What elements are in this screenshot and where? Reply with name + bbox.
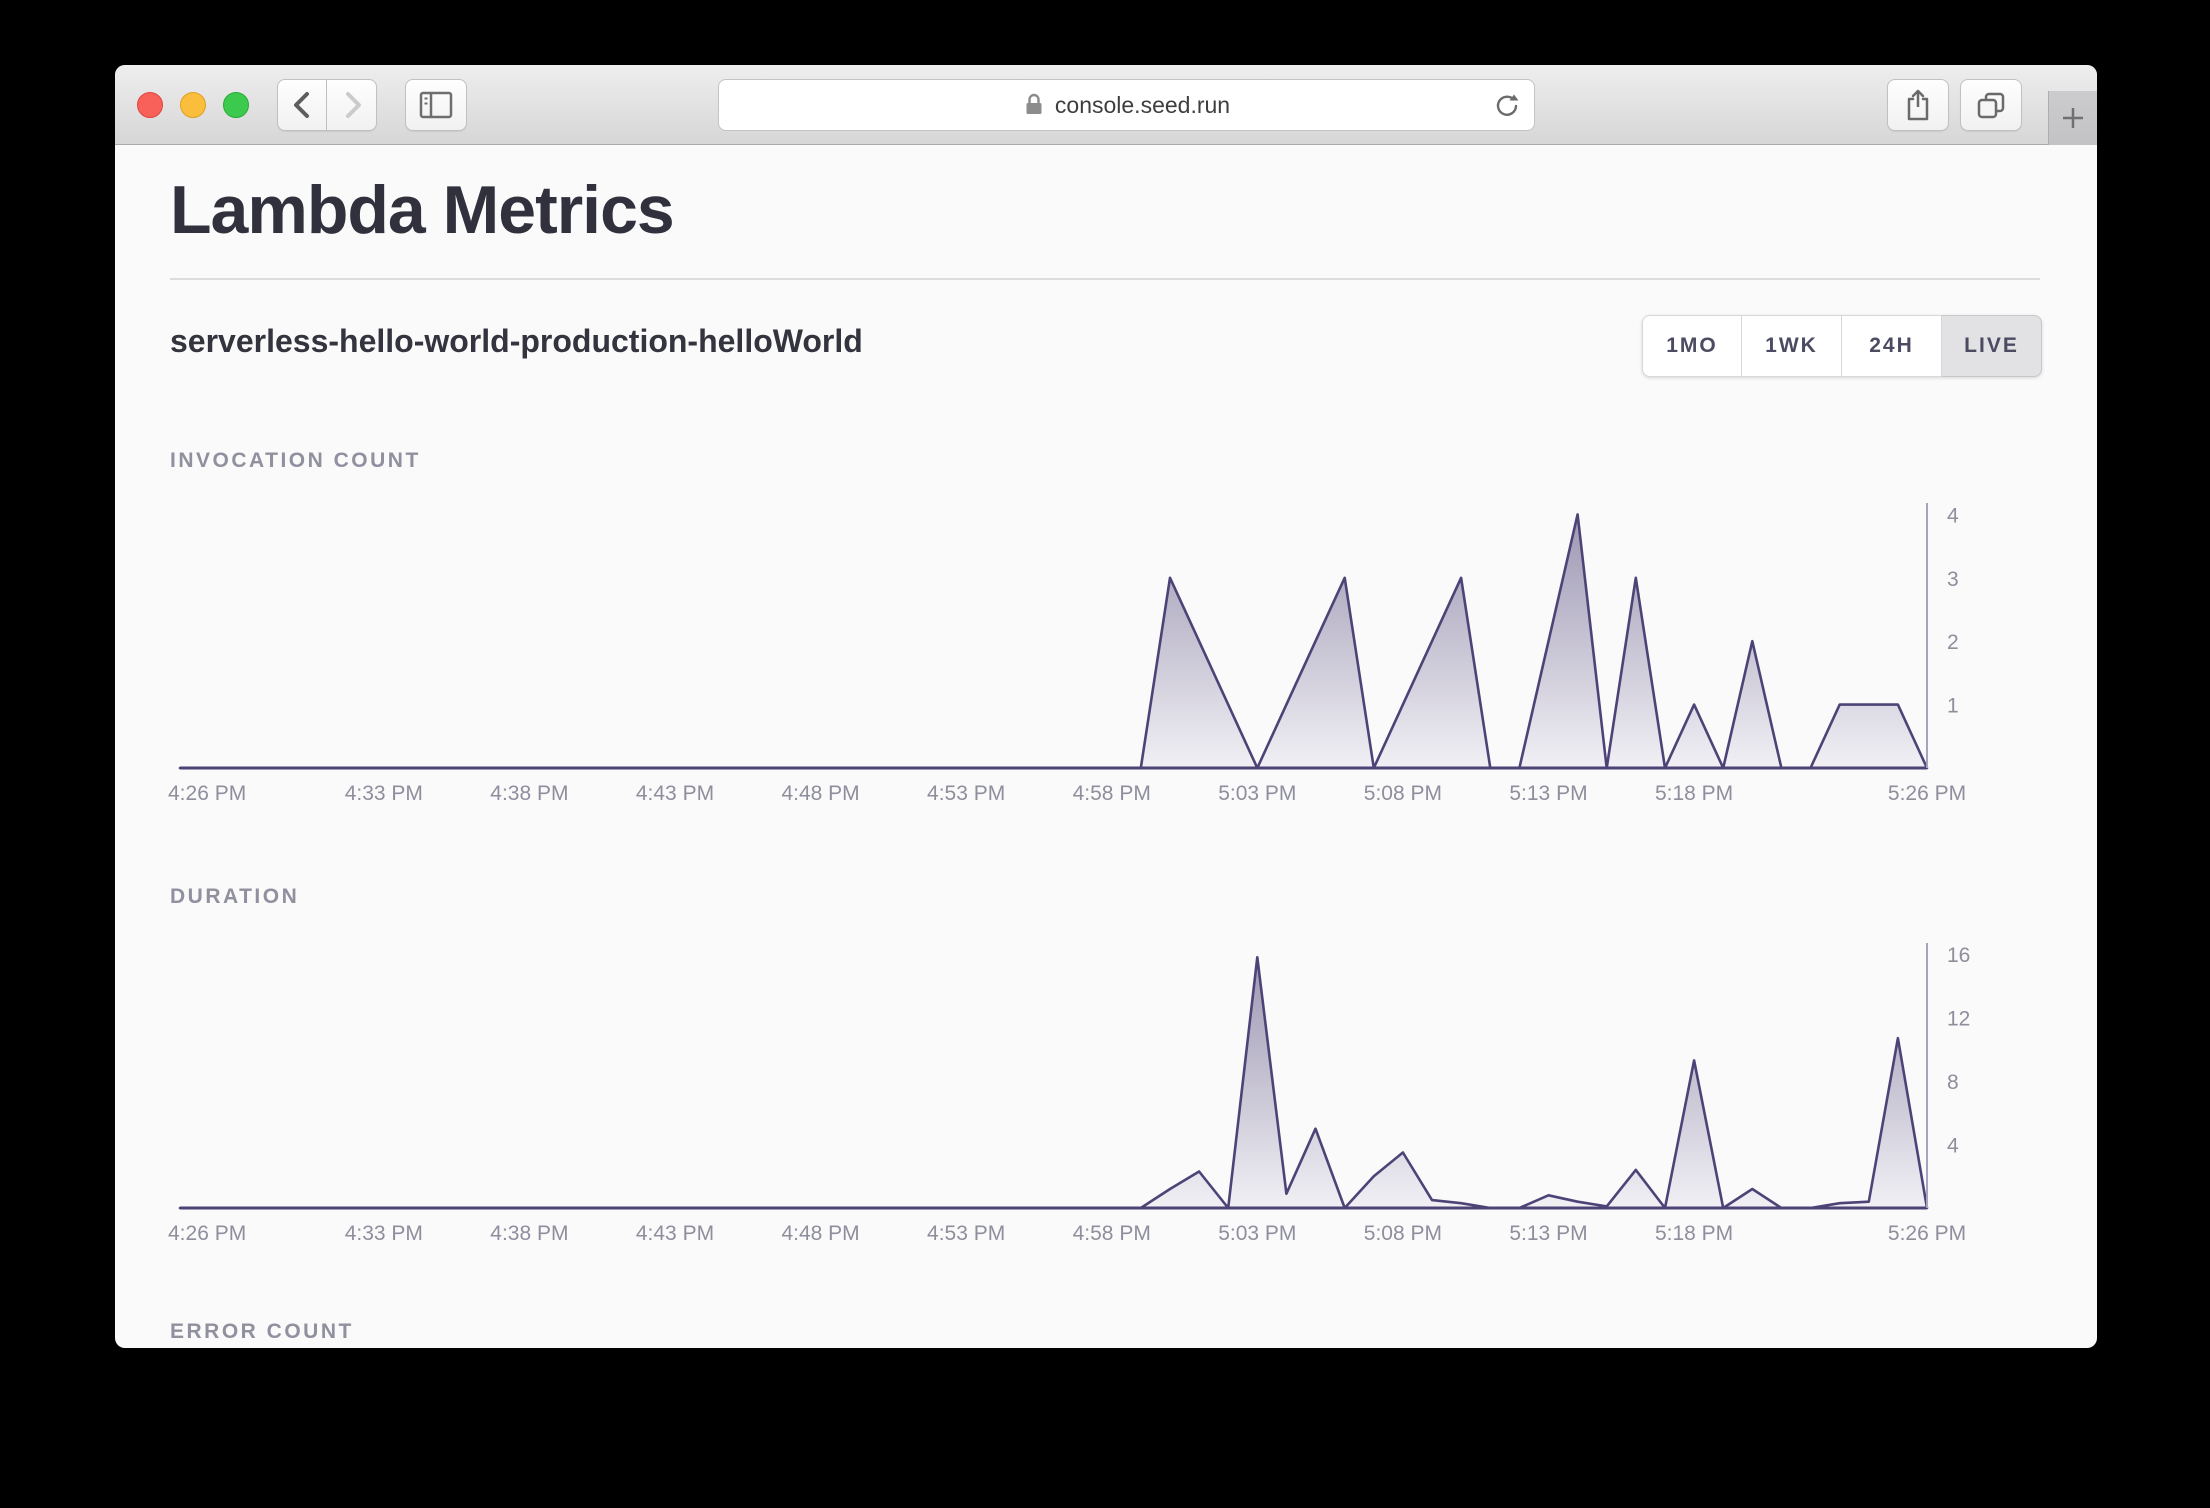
invocation-count-chart: 4 3 2 1 4:26 PM 4:33 PM 4:38 PM 4:43 PM 4:48 PM 4… — [168, 503, 1966, 805]
section-label-error-count: ERROR COUNT — [170, 1320, 354, 1343]
x-tick-label: 4:43 PM — [636, 1222, 714, 1245]
y-tick-label: 4 — [1947, 1135, 1959, 1158]
sidebar-icon — [419, 91, 453, 119]
address-bar[interactable]: console.seed.run — [718, 79, 1535, 131]
tabs-icon — [1977, 92, 2005, 119]
range-button-24h[interactable]: 24H — [1842, 315, 1942, 377]
y-tick-label: 12 — [1947, 1008, 1970, 1031]
browser-toolbar: console.seed.run — [115, 65, 2097, 145]
forward-button[interactable] — [327, 79, 377, 131]
y-tick-label: 3 — [1947, 568, 1959, 591]
chevron-right-icon — [346, 92, 361, 118]
browser-window: console.seed.run — [115, 65, 2097, 1348]
x-tick-label: 4:58 PM — [1073, 1222, 1151, 1245]
fullscreen-window-button[interactable] — [223, 92, 249, 118]
x-tick-label: 5:13 PM — [1509, 1222, 1587, 1245]
x-tick-label: 4:38 PM — [490, 1222, 568, 1245]
sidebar-toggle-button[interactable] — [405, 79, 467, 131]
close-window-button[interactable] — [137, 92, 163, 118]
x-tick-label: 4:26 PM — [168, 1222, 246, 1245]
new-tab-button[interactable] — [2048, 91, 2097, 145]
x-tick-label: 4:43 PM — [636, 782, 714, 805]
show-tabs-button[interactable] — [1960, 79, 2022, 131]
x-tick-label: 4:48 PM — [781, 782, 859, 805]
y-tick-label: 1 — [1947, 695, 1959, 718]
range-button-1mo[interactable]: 1MO — [1642, 315, 1742, 377]
invocation-area — [180, 514, 1927, 768]
nav-button-group — [277, 79, 377, 131]
range-button-1wk[interactable]: 1WK — [1742, 315, 1842, 377]
x-tick-label: 4:53 PM — [927, 1222, 1005, 1245]
chevron-left-icon — [294, 92, 309, 118]
range-button-live[interactable]: LIVE — [1942, 315, 2042, 377]
share-button[interactable] — [1887, 79, 1949, 131]
x-tick-label: 5:03 PM — [1218, 1222, 1296, 1245]
lock-icon — [1023, 91, 1045, 119]
x-tick-label: 5:08 PM — [1364, 782, 1442, 805]
x-tick-label: 4:38 PM — [490, 782, 568, 805]
reload-button[interactable] — [1492, 91, 1522, 127]
reload-icon — [1496, 94, 1519, 116]
x-tick-label: 4:33 PM — [345, 1222, 423, 1245]
x-tick-label: 5:18 PM — [1655, 1222, 1733, 1245]
x-tick-label: 4:53 PM — [927, 782, 1005, 805]
time-range-selector: 1MO 1WK 24H LIVE — [1642, 315, 2042, 377]
x-tick-label: 5:08 PM — [1364, 1222, 1442, 1245]
y-tick-label: 2 — [1947, 631, 1959, 654]
x-tick-label: 4:48 PM — [781, 1222, 859, 1245]
y-tick-label: 16 — [1947, 944, 1970, 967]
back-button[interactable] — [277, 79, 327, 131]
x-tick-label: 5:18 PM — [1655, 782, 1733, 805]
title-divider — [170, 278, 2040, 280]
x-tick-label: 5:26 PM — [1888, 1222, 1966, 1245]
duration-area — [180, 957, 1927, 1208]
share-icon — [1907, 89, 1929, 121]
x-tick-label: 4:58 PM — [1073, 782, 1151, 805]
x-tick-label: 4:33 PM — [345, 782, 423, 805]
x-tick-label: 5:13 PM — [1509, 782, 1587, 805]
minimize-window-button[interactable] — [180, 92, 206, 118]
x-tick-label: 5:03 PM — [1218, 782, 1296, 805]
x-tick-label: 4:26 PM — [168, 782, 246, 805]
section-label-duration: DURATION — [170, 885, 300, 908]
plus-icon — [2063, 108, 2083, 128]
function-name: serverless-hello-world-production-helloW… — [170, 323, 863, 359]
invocation-line — [178, 513, 1929, 770]
x-tick-label: 5:26 PM — [1888, 782, 1966, 805]
address-text: console.seed.run — [1054, 91, 1231, 118]
duration-line — [178, 956, 1929, 1210]
y-tick-label: 8 — [1947, 1071, 1959, 1094]
section-label-invocation-count: INVOCATION COUNT — [170, 449, 421, 472]
duration-chart: 16 12 8 4 4:26 PM 4:33 PM 4:38 PM 4:43 PM 4:48 P… — [168, 943, 1970, 1245]
page-title: Lambda Metrics — [170, 172, 675, 248]
y-tick-label: 4 — [1947, 504, 1959, 527]
